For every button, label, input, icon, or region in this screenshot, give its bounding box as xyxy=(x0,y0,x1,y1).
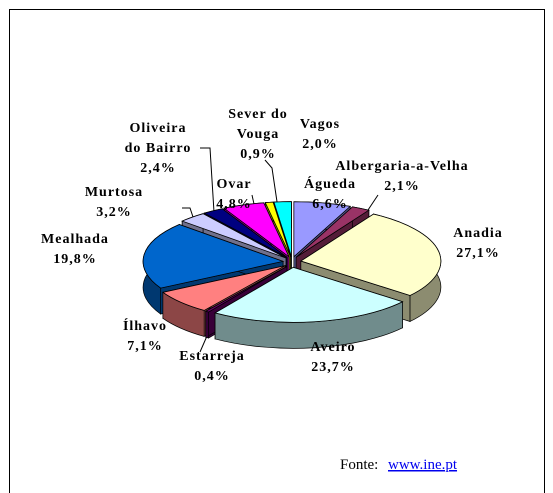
slice xyxy=(204,266,288,313)
slice-label-line: Sever do xyxy=(228,107,287,122)
slice-label-line: do Bairro xyxy=(125,141,192,156)
slice-label: Aveiro xyxy=(310,340,355,355)
value-label: 3,2% xyxy=(96,205,132,220)
slice-label: Ílhavo xyxy=(123,317,167,334)
slice-label: Estarreja xyxy=(179,349,245,364)
slice-label: Albergaria-a-Velha xyxy=(335,159,468,174)
slice xyxy=(273,201,292,257)
slice xyxy=(161,265,286,311)
slice xyxy=(181,213,287,259)
source-link[interactable]: www.ine.pt xyxy=(388,457,458,473)
value-label: 2,1% xyxy=(384,179,420,194)
value-label: 0,9% xyxy=(240,147,276,162)
slice-label-line: Vouga xyxy=(237,127,280,142)
value-label: 2,4% xyxy=(140,161,176,176)
slice xyxy=(223,202,290,258)
slice-label-line: Oliveira xyxy=(130,121,187,136)
slice xyxy=(264,201,292,257)
source-label: Fonte: xyxy=(340,457,378,473)
value-label: 4,8% xyxy=(216,197,252,212)
value-label: 2,0% xyxy=(302,137,338,152)
slice xyxy=(142,224,285,289)
slice-label: Murtosa xyxy=(85,185,143,200)
slice-wall xyxy=(205,310,209,339)
slice-label: Vagos xyxy=(300,117,340,132)
slice-label: Ovar xyxy=(216,177,251,192)
slice-label: Mealhada xyxy=(41,232,109,247)
slice xyxy=(299,213,442,296)
value-label: 6,6% xyxy=(312,197,348,212)
value-label: 7,1% xyxy=(127,339,163,354)
slice xyxy=(295,206,370,258)
value-label: 19,8% xyxy=(53,252,97,267)
pie xyxy=(142,201,442,349)
slice xyxy=(214,266,404,323)
value-label: 0,4% xyxy=(194,369,230,384)
slice-label: Sever do Vouga xyxy=(228,107,287,142)
slice-label: Águeda xyxy=(304,175,356,192)
slice xyxy=(203,208,288,258)
slice xyxy=(293,201,352,258)
slice-label: Anadia xyxy=(453,226,503,241)
value-label: 23,7% xyxy=(311,360,355,375)
slice-label: Oliveira do Bairro xyxy=(125,121,192,156)
value-label: 27,1% xyxy=(456,246,500,261)
